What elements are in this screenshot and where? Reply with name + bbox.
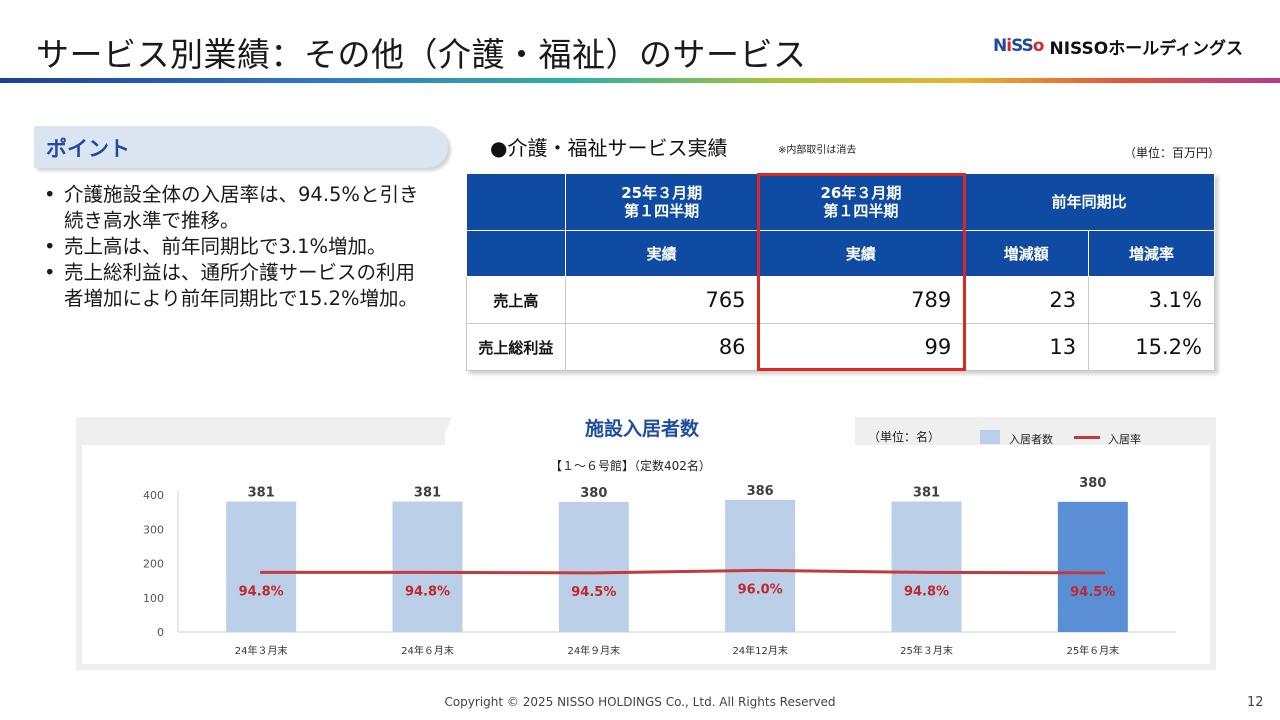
- rate-value-label: 94.8%: [405, 584, 450, 599]
- page-number: 12: [1247, 695, 1264, 710]
- header-diff: 増減額: [963, 230, 1090, 277]
- bar-occupants: [1057, 501, 1128, 632]
- rate-value-label: 94.5%: [571, 585, 616, 600]
- y-tick-label: 200: [143, 558, 164, 571]
- sales-curr: 789: [757, 276, 965, 324]
- x-tick-label: 24年６月末: [401, 644, 454, 657]
- bar-value-label: 380: [1079, 476, 1106, 491]
- results-table: 25年３月期 第１四半期 26年３月期 第１四半期 前年同期比 実績 実績 増減…: [466, 173, 1215, 371]
- sales-rate: 3.1%: [1088, 276, 1215, 324]
- bar-occupants: [558, 501, 629, 632]
- header-corner-sub: [466, 230, 566, 277]
- title-divider: [0, 78, 1280, 83]
- gross-profit-curr: 99: [757, 323, 965, 371]
- table-row: 売上総利益 86 99 13 15.2%: [466, 323, 1215, 371]
- header-prev-actual: 実績: [564, 230, 759, 277]
- x-tick-label: 25年６月末: [1066, 644, 1119, 657]
- legend-bar-swatch-icon: [980, 430, 1000, 444]
- row-label-gross-profit: 売上総利益: [466, 323, 566, 371]
- x-tick-label: 24年９月末: [567, 644, 620, 657]
- results-unit: （単位：百万円）: [1124, 146, 1221, 160]
- header-rate: 増減率: [1088, 230, 1215, 277]
- y-tick-label: 400: [143, 489, 164, 502]
- point-tab: ポイント: [34, 126, 448, 168]
- bar-value-label: 381: [913, 486, 940, 501]
- x-tick-label: 25年３月末: [900, 644, 953, 657]
- chart-unit: （単位：名）: [868, 430, 941, 444]
- bar-occupants: [392, 501, 463, 632]
- bullet-occupancy: 介護施設全体の入居率は、94.5%と引き続き高水準で推移。: [40, 182, 430, 234]
- page-title: サービス別業績：その他（介護・福祉）のサービス: [36, 35, 807, 74]
- rate-value-label: 94.8%: [904, 584, 949, 599]
- header-curr-actual: 実績: [757, 230, 965, 277]
- results-note: ※内部取引は消去: [778, 145, 857, 156]
- company-logo: NiSSo NISSOホールディングス: [993, 33, 1243, 59]
- bar-occupants: [891, 501, 962, 632]
- gross-profit-diff: 13: [963, 323, 1090, 371]
- rate-value-label: 94.5%: [1070, 585, 1115, 600]
- bar-occupants: [725, 499, 796, 632]
- y-tick-label: 0: [157, 626, 164, 639]
- results-title: ●介護・福祉サービス実績: [490, 136, 728, 160]
- bullet-gross-profit: 売上総利益は、通所介護サービスの利用者増加により前年同期比で15.2%増加。: [40, 260, 430, 312]
- header-corner: [466, 173, 566, 231]
- header-yoy: 前年同期比: [963, 173, 1215, 231]
- y-tick-label: 300: [143, 523, 164, 536]
- bar-value-label: 381: [414, 486, 441, 501]
- legend-occupants: 入居者数: [1009, 433, 1053, 446]
- x-tick-label: 24年12月末: [732, 644, 787, 657]
- legend-occupancy-rate: 入居率: [1108, 433, 1141, 446]
- logo-text: NISSOホールディングス: [1049, 38, 1244, 59]
- header-prev-period: 25年３月期 第１四半期: [564, 173, 759, 231]
- chart-tab-notch: [440, 417, 452, 445]
- gross-profit-prev: 86: [564, 323, 759, 371]
- nisso-logo-mark-icon: NiSSo: [993, 36, 1044, 56]
- bar-value-label: 386: [747, 484, 774, 499]
- gross-profit-rate: 15.2%: [1088, 323, 1215, 371]
- row-label-sales: 売上高: [466, 276, 566, 324]
- copyright: Copyright © 2025 NISSO HOLDINGS Co., Ltd…: [444, 695, 836, 709]
- chart-subtitle: 【１～６号館】（定数402名）: [550, 459, 711, 473]
- chart-title-tab: [445, 417, 855, 445]
- bar-value-label: 381: [248, 486, 275, 501]
- chart-title: 施設入居者数: [585, 418, 700, 440]
- occupancy-rate-line: [260, 568, 1105, 575]
- bar-occupants: [226, 501, 297, 632]
- y-tick-label: 100: [143, 592, 164, 605]
- rate-value-label: 96.0%: [738, 582, 783, 597]
- point-label: ポイント: [46, 137, 130, 161]
- x-tick-label: 24年３月末: [235, 644, 288, 657]
- point-bullets: 介護施設全体の入居率は、94.5%と引き続き高水準で推移。 売上高は、前年同期比…: [40, 182, 430, 312]
- legend-line-swatch-icon: [1074, 436, 1100, 439]
- rate-value-label: 94.8%: [239, 584, 284, 599]
- bar-value-label: 380: [580, 486, 607, 501]
- bullet-sales: 売上高は、前年同期比で3.1%増加。: [40, 234, 430, 260]
